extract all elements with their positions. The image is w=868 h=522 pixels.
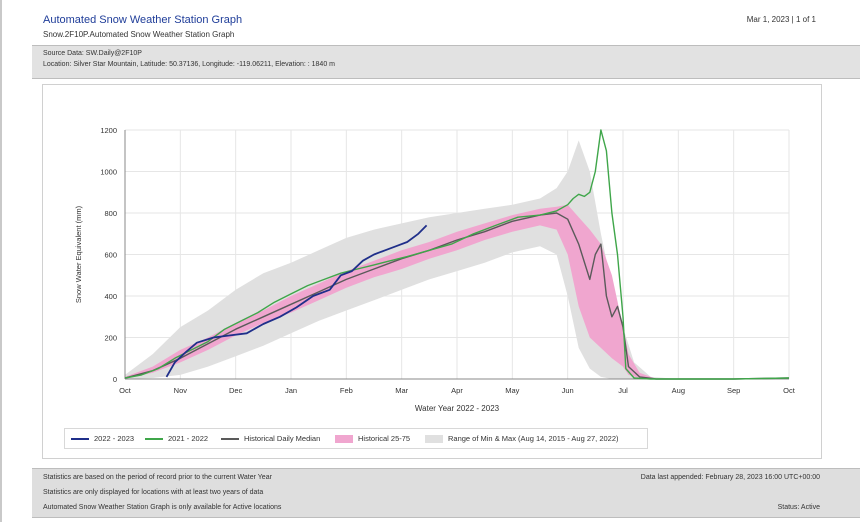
series-line-2021-2022 [124, 129, 790, 380]
y-axis-title: Snow Water Equivalent (mm) [74, 205, 83, 303]
station-info-bar: Source Data: SW.Daily@2F10P Location: Si… [32, 45, 860, 79]
y-tick-label: 800 [104, 209, 117, 218]
legend-label: Range of Min & Max (Aug 14, 2015 - Aug 2… [448, 434, 619, 443]
y-tick-label: 1200 [100, 126, 117, 135]
legend-item-25-75: Historical 25-75 [335, 429, 410, 448]
legend-label: Historical 25-75 [358, 434, 411, 443]
x-axis-title: Water Year 2022 - 2023 [415, 404, 500, 413]
report-header: Automated Snow Weather Station Graph Sno… [32, 0, 860, 44]
report-footer: Statistics are based on the period of re… [32, 468, 860, 518]
chart-legend: 2022 - 2023 2021 - 2022 Historical Daily… [64, 428, 648, 449]
band-historical-25-75 [125, 204, 657, 379]
legend-swatch [425, 434, 443, 443]
x-tick-label: Feb [340, 386, 353, 395]
source-data-text: Source Data: SW.Daily@2F10P [43, 50, 142, 57]
x-tick-label: Dec [229, 386, 243, 395]
x-tick-label: Nov [174, 386, 188, 395]
x-tick-label: Jun [562, 386, 574, 395]
x-tick-label: Jan [285, 386, 297, 395]
legend-label: 2021 - 2022 [168, 434, 209, 443]
series-line-2022-2023 [165, 224, 428, 378]
location-text: Location: Silver Star Mountain, Latitude… [43, 61, 335, 68]
x-tick-label: Aug [672, 386, 685, 395]
y-tick-label: 0 [113, 375, 117, 384]
y-tick-label: 400 [104, 292, 117, 301]
x-tick-label: Sep [727, 386, 740, 395]
swe-chart: 0 200 400 600 800 1000 1200 Oct Nov Dec Jan Feb Mar A… [74, 126, 796, 413]
left-border [0, 0, 2, 522]
legend-swatch [335, 434, 353, 443]
series-line-median [124, 212, 790, 380]
x-tick-label: Oct [783, 386, 796, 395]
status-text: Status: Active [777, 504, 820, 511]
x-tick-label: May [505, 386, 519, 395]
chart-panel: 0 200 400 600 800 1000 1200 Oct Nov Dec Jan Feb Mar A… [42, 84, 822, 459]
footer-note-1: Statistics are based on the period of re… [43, 474, 272, 481]
y-tick-label: 200 [104, 334, 117, 343]
footer-note-3: Automated Snow Weather Station Graph is … [43, 504, 282, 511]
legend-item-median: Historical Daily Median [221, 429, 320, 448]
legend-item-range: Range of Min & Max (Aug 14, 2015 - Aug 2… [425, 429, 619, 448]
x-tick-label: Jul [618, 386, 628, 395]
y-tick-label: 1000 [100, 168, 117, 177]
legend-swatch [221, 437, 239, 440]
legend-item-2021-2022: 2021 - 2022 [145, 429, 208, 448]
legend-item-2022-2023: 2022 - 2023 [71, 429, 134, 448]
report-title: Automated Snow Weather Station Graph [43, 14, 243, 26]
legend-swatch [145, 437, 163, 440]
report-subtitle: Snow.2F10P.Automated Snow Weather Statio… [43, 30, 235, 39]
legend-swatch [71, 437, 89, 440]
report-date-page: Mar 1, 2023 | 1 of 1 [746, 15, 816, 24]
x-tick-label: Mar [395, 386, 408, 395]
x-tick-label: Apr [451, 386, 463, 395]
x-tick-label: Oct [119, 386, 132, 395]
y-tick-label: 600 [104, 251, 117, 260]
footer-note-2: Statistics are only displayed for locati… [43, 489, 264, 496]
data-appended-text: Data last appended: February 28, 2023 16… [640, 474, 820, 481]
legend-label: 2022 - 2023 [94, 434, 135, 443]
legend-label: Historical Daily Median [244, 434, 321, 443]
